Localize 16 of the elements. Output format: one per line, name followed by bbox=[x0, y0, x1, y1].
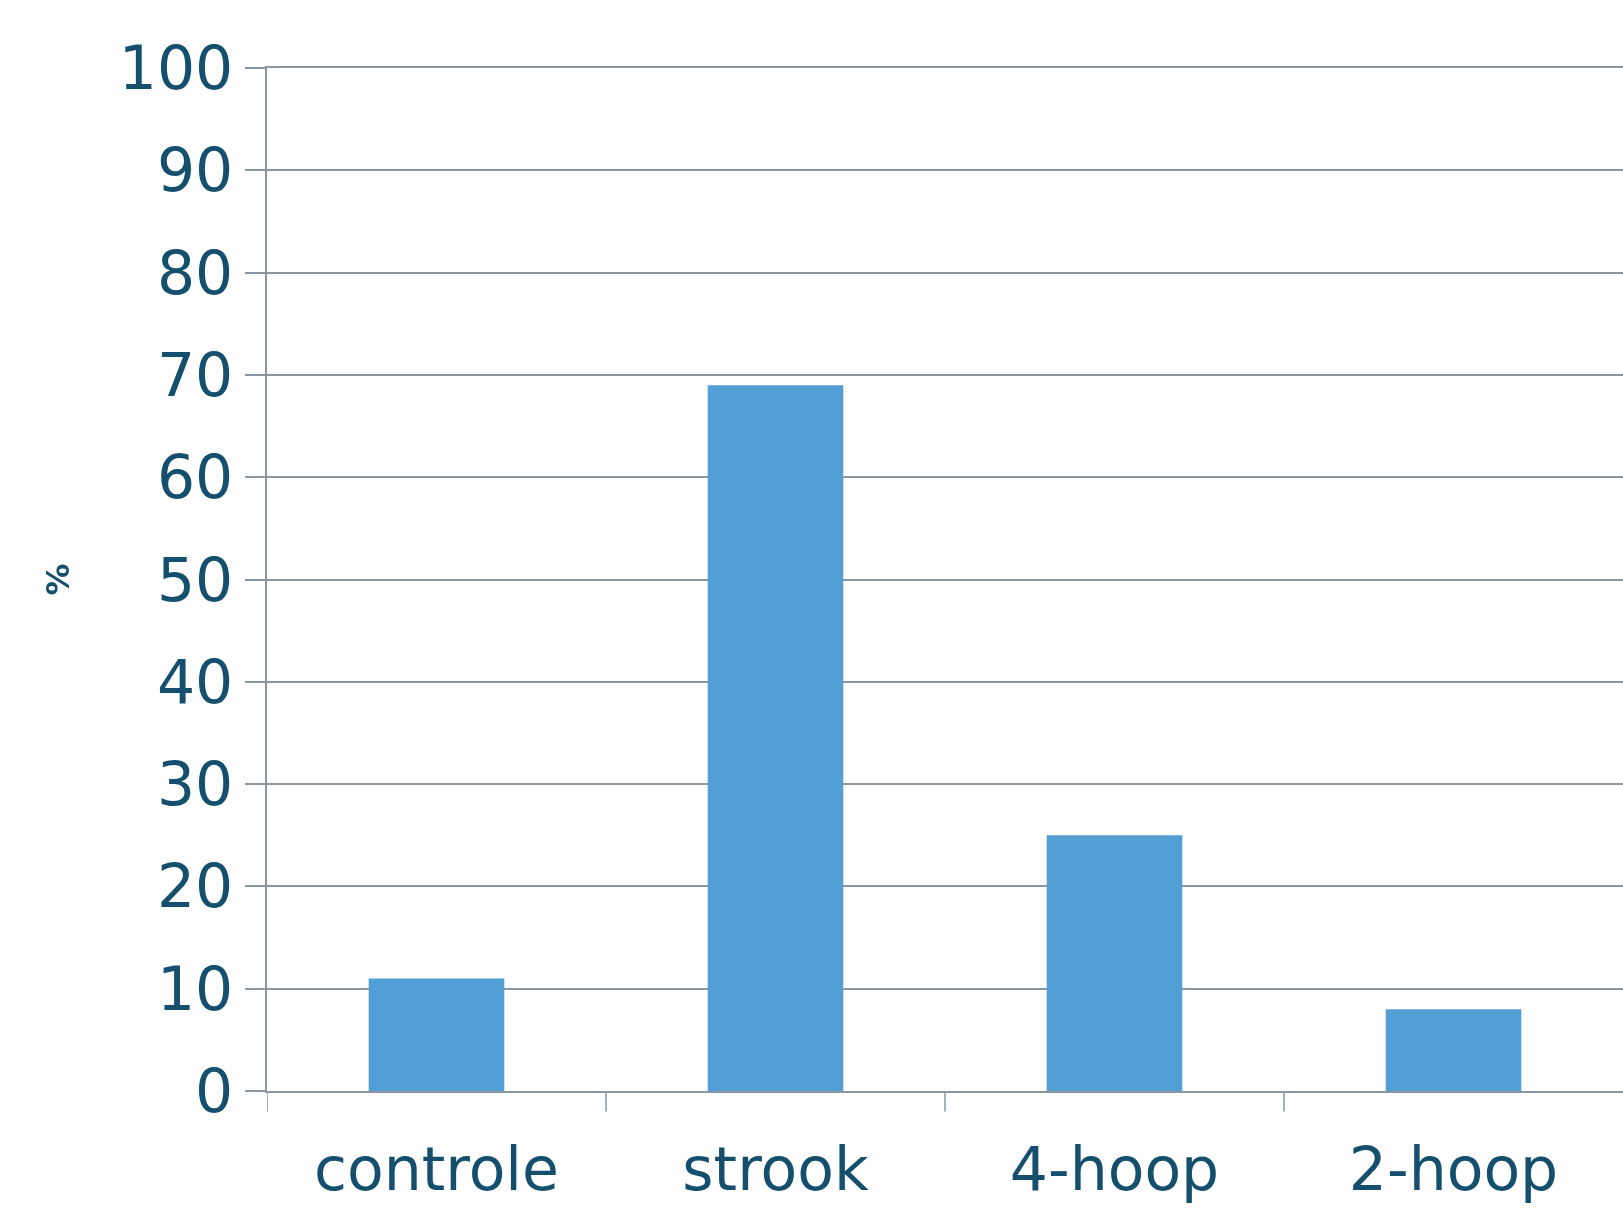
y-tick-label: 70 bbox=[156, 339, 234, 410]
y-tick-label: 0 bbox=[195, 1056, 234, 1126]
y-tick-label: 50 bbox=[156, 544, 234, 615]
y-tick-label: 90 bbox=[156, 135, 234, 206]
y-tick-label: 40 bbox=[156, 646, 234, 717]
x-tick-label: 4-hoop bbox=[1009, 1133, 1220, 1204]
y-tick-label: 20 bbox=[156, 851, 234, 922]
y-tick-label: 30 bbox=[156, 749, 234, 820]
x-tick-label: strook bbox=[682, 1133, 869, 1204]
y-tick-label: 100 bbox=[118, 33, 234, 103]
x-tick-label: controle bbox=[314, 1133, 559, 1204]
y-tick-label: 60 bbox=[156, 442, 234, 513]
y-tick-label: 10 bbox=[156, 953, 234, 1024]
y-tick-label: 80 bbox=[156, 237, 234, 308]
x-tick-label: 2-hoop bbox=[1348, 1133, 1559, 1204]
y-axis-title: % bbox=[38, 563, 77, 596]
